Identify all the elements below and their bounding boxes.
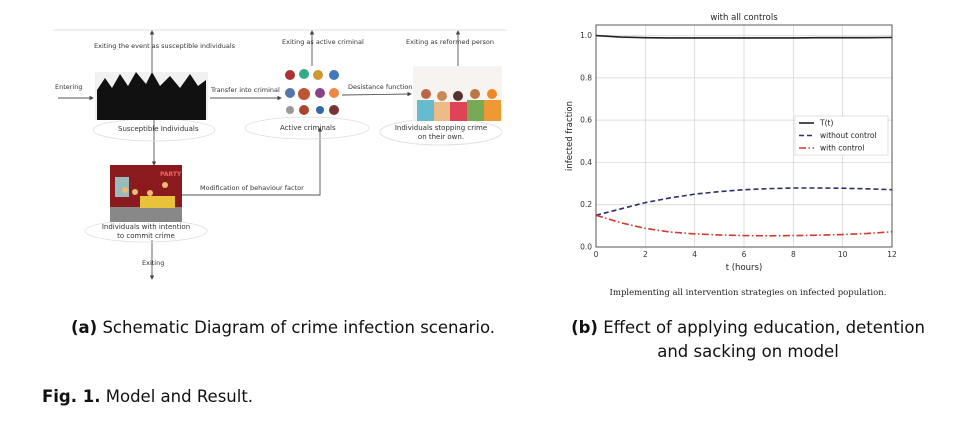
subfigure-a-label: (a) [70, 318, 98, 337]
edge-label-entering: Entering [55, 83, 83, 91]
edge-label-exit-reformed: Exiting as reformed person [406, 38, 495, 46]
figure-label: Fig. 1. [42, 387, 101, 406]
y-tick-label: 0.6 [580, 116, 592, 125]
legend-label: with control [820, 144, 864, 153]
y-tick-label: 1.0 [580, 31, 592, 40]
y-tick-label: 0.8 [580, 73, 592, 82]
subfigure-a-caption: (a) Schematic Diagram of crime infection… [40, 316, 526, 340]
series-line-t-t- [595, 34, 893, 39]
party-sign: PARTY [160, 171, 182, 178]
edge-label-desistance: Desistance function [348, 83, 413, 91]
edge-label-exit-active: Exiting as active criminal [282, 38, 364, 46]
x-tick-label: 10 [838, 250, 848, 259]
node-label-active: Active criminals [280, 124, 336, 132]
x-tick-label: 4 [692, 250, 697, 259]
y-tick-label: 0.0 [580, 243, 592, 252]
susceptible-crowd-image [95, 72, 208, 120]
node-label-reformed-line2: on their own. [417, 133, 465, 141]
party-image: PARTY [110, 165, 182, 222]
node-label-reformed: Individuals stopping crime on their own. [380, 124, 502, 142]
edge-label-exit-susceptible: Exiting the event as susceptible individ… [94, 42, 236, 50]
x-tick-label: 6 [742, 250, 747, 259]
figure-text: Model and Result. [105, 387, 254, 406]
chart-series [595, 34, 893, 237]
x-tick-label: 8 [791, 250, 796, 259]
legend-label: without control [820, 131, 877, 140]
subfigure-b-text-line2: and sacking on model [657, 342, 839, 361]
edge-label-modification: Modification of behaviour factor [200, 184, 304, 192]
edge-label-transfer: Transfer into criminal [211, 86, 280, 94]
series-line-with-control [595, 214, 893, 237]
node-label-intention: Individuals with intention to commit crim… [85, 223, 207, 241]
active-criminals-image [285, 69, 339, 115]
arrows [58, 30, 461, 280]
chart-ticks: 0 2 4 6 8 10 12 0.0 0.2 0.4 0.6 0.8 1.0 [580, 31, 897, 259]
chart: 0 2 4 6 8 10 12 0.0 0.2 0.4 0.6 0.8 1.0 with all con… [565, 13, 897, 273]
y-tick-label: 0.4 [580, 158, 592, 167]
chart-title: with all controls [710, 13, 778, 23]
series-line-without-control [595, 187, 893, 217]
node-label-intention-line1: Individuals with intention [101, 223, 191, 231]
subfigure-b-label: (b) [571, 318, 598, 337]
x-tick-label: 0 [594, 250, 599, 259]
y-tick-label: 0.2 [580, 200, 592, 209]
node-label-susceptible: Susceptible Individuals [118, 125, 199, 133]
edge-label-exiting: Exiting [142, 259, 165, 267]
subfigure-b-text-line1: Effect of applying education, detention [603, 318, 925, 337]
legend: T(t) without control with control [794, 115, 889, 156]
legend-label: T(t) [819, 119, 833, 128]
y-axis-label: infected fraction [565, 101, 575, 171]
node-label-reformed-line1: Individuals stopping crime [394, 124, 488, 132]
x-tick-label: 12 [887, 250, 897, 259]
x-tick-label: 2 [643, 250, 648, 259]
chart-caption: Implementing all intervention strategies… [609, 288, 887, 298]
schematic-diagram: PARTY [53, 29, 507, 280]
figure-caption: Fig. 1. Model and Result. [42, 385, 253, 409]
node-label-intention-line2: to commit crime [117, 232, 175, 240]
subfigure-a-text: Schematic Diagram of crime infection sce… [102, 318, 496, 337]
reformed-people-image [413, 66, 502, 121]
subfigure-b-caption: (b) Effect of applying education, detent… [560, 316, 936, 364]
x-axis-label: t (hours) [726, 263, 763, 273]
plot-frame [595, 24, 893, 248]
